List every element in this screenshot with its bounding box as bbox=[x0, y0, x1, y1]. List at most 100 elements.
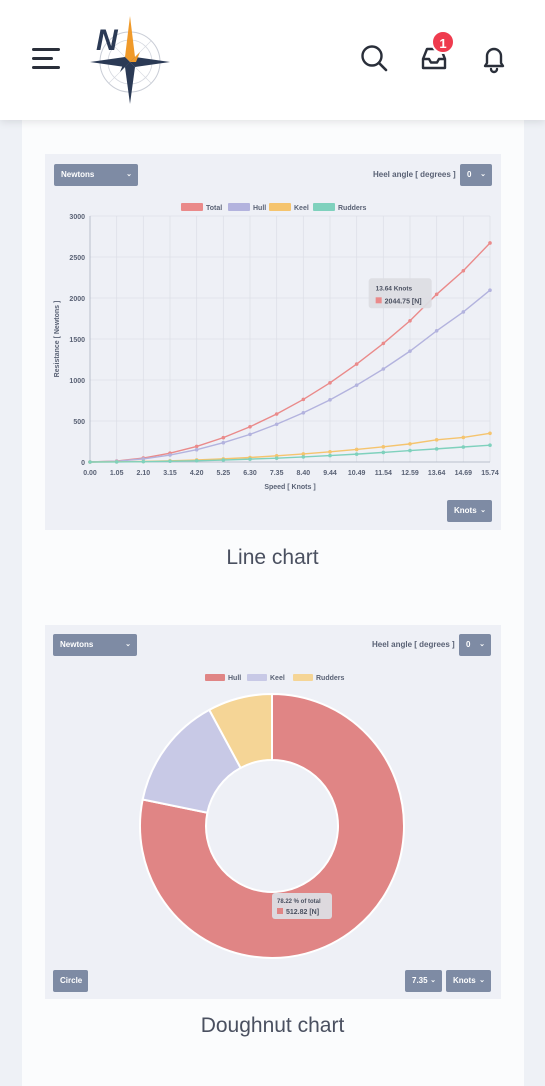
line-chart-caption: Line chart bbox=[226, 546, 319, 569]
x-tick-label: 0.00 bbox=[83, 470, 97, 477]
tooltip-value: 2044.75 [N] bbox=[385, 298, 422, 305]
legend-label: Keel bbox=[294, 205, 309, 212]
data-point bbox=[168, 459, 172, 464]
inbox-icon[interactable] bbox=[418, 42, 450, 74]
data-point bbox=[354, 362, 359, 366]
data-point bbox=[301, 452, 306, 456]
data-point bbox=[194, 444, 199, 449]
data-point bbox=[168, 453, 172, 457]
chevron-down-icon: ⌄ bbox=[430, 977, 436, 984]
compass-logo[interactable]: N bbox=[82, 12, 178, 108]
series-line bbox=[89, 289, 491, 463]
legend-label: Total bbox=[206, 205, 222, 212]
heel-angle-select[interactable]: 0 ⌄ bbox=[460, 164, 492, 186]
tooltip-box bbox=[272, 893, 332, 919]
data-point bbox=[114, 460, 119, 464]
inbox-count-badge: 1 bbox=[431, 30, 455, 54]
doughnut-chart: Hull Keel Rudders 78.22 % of total 512.82 [N… bbox=[139, 674, 405, 959]
tooltip-title: 78.22 % of total bbox=[277, 899, 321, 905]
legend-swatch bbox=[247, 674, 267, 681]
data-point bbox=[88, 460, 92, 464]
x-tick-label: 10.49 bbox=[348, 470, 366, 477]
legend-label: Rudders bbox=[338, 205, 367, 212]
heel-angle-label: Heel angle [ degrees ] bbox=[373, 170, 456, 179]
data-point bbox=[381, 341, 386, 346]
data-point bbox=[194, 447, 199, 452]
data-point bbox=[141, 459, 146, 464]
force-unit-value: Newtons bbox=[61, 170, 95, 179]
x-tick-label: 3.15 bbox=[163, 470, 177, 477]
data-point bbox=[328, 380, 332, 385]
data-point bbox=[434, 329, 439, 333]
data-point bbox=[301, 397, 306, 402]
chart-type-button[interactable]: Circle bbox=[53, 970, 88, 992]
logo-letter: N bbox=[96, 24, 119, 57]
chevron-down-icon: ⌄ bbox=[480, 171, 486, 178]
data-point bbox=[488, 443, 492, 447]
x-tick-label: 13.64 bbox=[428, 470, 446, 477]
chevron-down-icon: ⌄ bbox=[479, 641, 485, 648]
chevron-down-icon: ⌄ bbox=[126, 171, 132, 178]
data-point bbox=[408, 349, 412, 353]
speed-select[interactable]: 7.35 ⌄ bbox=[405, 970, 442, 992]
speed-unit-value: Knots bbox=[453, 976, 476, 985]
y-tick-label: 2500 bbox=[69, 255, 85, 262]
legend-swatch bbox=[293, 674, 313, 681]
data-point bbox=[488, 431, 492, 436]
tooltip-box bbox=[368, 278, 432, 309]
speed-unit-select[interactable]: Knots ⌄ bbox=[446, 970, 491, 992]
bell-icon[interactable] bbox=[478, 42, 510, 74]
line-chart-panel: 0 500 1000 1500 2000 2500 3000 0.00 1.05 2.10 3.15… bbox=[45, 154, 501, 530]
data-point bbox=[301, 411, 306, 415]
x-tick-label: 8.40 bbox=[297, 470, 311, 477]
data-point bbox=[274, 422, 279, 427]
tooltip-value: 512.82 [N] bbox=[286, 909, 319, 916]
tooltip-swatch bbox=[277, 908, 283, 914]
data-point bbox=[488, 288, 492, 293]
heel-angle-label: Heel angle [ degrees ] bbox=[372, 640, 455, 649]
x-tick-label: 14.69 bbox=[455, 470, 473, 477]
data-point bbox=[434, 438, 439, 442]
heel-angle-value: 0 bbox=[467, 170, 472, 179]
chart-type-label: Circle bbox=[60, 976, 83, 985]
doughnut-slice bbox=[139, 692, 405, 959]
data-point bbox=[248, 457, 252, 461]
data-point bbox=[354, 452, 359, 456]
tooltip-title: 13.64 Knots bbox=[376, 285, 413, 292]
legend-swatch bbox=[205, 674, 225, 681]
chevron-down-icon: ⌄ bbox=[125, 641, 131, 648]
app-header: N 1 bbox=[0, 0, 545, 120]
doughnut-chart-caption: Doughnut chart bbox=[200, 1014, 345, 1037]
force-unit-select[interactable]: Newtons ⌄ bbox=[54, 164, 138, 186]
speed-unit-value: Knots bbox=[454, 506, 477, 515]
speed-unit-select[interactable]: Knots ⌄ bbox=[447, 500, 492, 522]
legend-label: Keel bbox=[270, 675, 285, 682]
doughnut-slice bbox=[207, 692, 273, 770]
heel-angle-select[interactable]: 0 ⌄ bbox=[459, 634, 491, 656]
y-tick-label: 1000 bbox=[69, 378, 85, 385]
force-unit-select[interactable]: Newtons ⌄ bbox=[53, 634, 137, 656]
x-tick-label: 15.74 bbox=[481, 470, 499, 477]
search-icon[interactable] bbox=[358, 42, 390, 74]
x-tick-label: 12.59 bbox=[401, 470, 419, 477]
data-point bbox=[274, 412, 279, 416]
legend-label: Hull bbox=[228, 675, 241, 682]
x-tick-label: 2.10 bbox=[137, 470, 151, 477]
legend-swatch bbox=[228, 203, 250, 211]
y-tick-label: 0 bbox=[81, 460, 85, 467]
data-point bbox=[434, 447, 439, 451]
data-point bbox=[461, 268, 466, 273]
data-point bbox=[248, 424, 252, 429]
data-point bbox=[248, 432, 252, 437]
data-point bbox=[328, 398, 332, 402]
x-axis-title: Speed [ Knots ] bbox=[264, 484, 315, 491]
data-point bbox=[381, 445, 386, 449]
y-tick-label: 2000 bbox=[69, 296, 85, 303]
data-point bbox=[381, 367, 386, 371]
tooltip-swatch bbox=[375, 297, 382, 304]
hamburger-menu-icon[interactable] bbox=[32, 46, 62, 72]
data-point bbox=[328, 453, 332, 458]
x-tick-label: 4.20 bbox=[190, 470, 204, 477]
data-point bbox=[221, 458, 226, 462]
data-point bbox=[434, 292, 439, 297]
